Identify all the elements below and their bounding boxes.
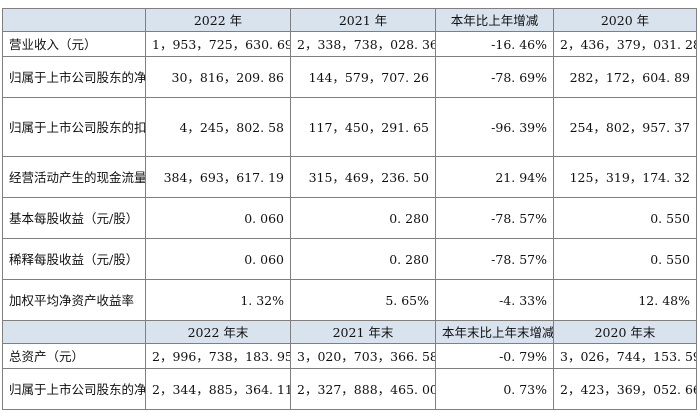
table-header-row: 2022 年 2021 年 本年比上年增减 2020 年: [2, 8, 697, 32]
header-yoy-change: 本年比上年增减: [435, 8, 554, 32]
table-row: 总资产（元） 2，996，738，183. 95 3，020，703，366. …: [2, 343, 697, 369]
value-2021: 315，469，236. 50: [290, 156, 436, 198]
row-label: 加权平均净资产收益率: [2, 279, 146, 321]
value-2020: 0. 550: [553, 238, 697, 280]
subheader-blank-cell: [2, 320, 146, 344]
value-change: -4. 33%: [435, 279, 554, 321]
value-2021: 0. 280: [290, 197, 436, 239]
value-2022: 1，953，725，630. 69: [145, 31, 291, 57]
header-blank-cell: [2, 8, 146, 32]
value-2020: 254，802，957. 37: [553, 97, 697, 157]
table-row: 归属于上市公司股东的净利润（元） 30，816，209. 86 144，579，…: [2, 56, 697, 98]
value-2022: 4，245，802. 58: [145, 97, 291, 157]
value-2022: 30，816，209. 86: [145, 56, 291, 98]
header-yearend-change: 本年末比上年末增减: [435, 320, 554, 344]
table-row: 归属于上市公司股东的扣除非经常性损益的净利润（元） 4，245，802. 58 …: [2, 97, 697, 157]
header-2021: 2021 年: [290, 8, 436, 32]
value-2020: 12. 48%: [553, 279, 697, 321]
row-label: 基本每股收益（元/股）: [2, 197, 146, 239]
header-2020: 2020 年: [553, 8, 697, 32]
value-2020-end: 3，026，744，153. 59: [553, 343, 697, 369]
value-2021: 0. 280: [290, 238, 436, 280]
table-row: 营业收入（元） 1，953，725，630. 69 2，338，738，028.…: [2, 31, 697, 57]
table-subheader-row: 2022 年末 2021 年末 本年末比上年末增减 2020 年末: [2, 320, 697, 344]
table-row: 加权平均净资产收益率 1. 32% 5. 65% -4. 33% 12. 48%: [2, 279, 697, 321]
table-row: 基本每股收益（元/股） 0. 060 0. 280 -78. 57% 0. 55…: [2, 197, 697, 239]
value-2021-end: 3，020，703，366. 58: [290, 343, 436, 369]
value-2021: 117，450，291. 65: [290, 97, 436, 157]
value-2022: 1. 32%: [145, 279, 291, 321]
value-2020: 282，172，604. 89: [553, 56, 697, 98]
table-row: 归属于上市公司股东的净资产（元） 2，344，885，364. 11 2，327…: [2, 368, 697, 410]
row-label: 经营活动产生的现金流量净额（元）: [2, 156, 146, 198]
header-2020-end: 2020 年末: [553, 320, 697, 344]
header-2021-end: 2021 年末: [290, 320, 436, 344]
row-label: 总资产（元）: [2, 343, 146, 369]
value-2020-end: 2，423，369，052. 66: [553, 368, 697, 410]
value-2022: 0. 060: [145, 238, 291, 280]
value-change: 21. 94%: [435, 156, 554, 198]
value-2022: 0. 060: [145, 197, 291, 239]
row-label: 稀释每股收益（元/股）: [2, 238, 146, 280]
value-2021: 5. 65%: [290, 279, 436, 321]
value-2022-end: 2，344，885，364. 11: [145, 368, 291, 410]
financial-summary-table: 2022 年 2021 年 本年比上年增减 2020 年 营业收入（元） 1，9…: [2, 8, 697, 410]
value-2021-end: 2，327，888，465. 00: [290, 368, 436, 410]
value-2022: 384，693，617. 19: [145, 156, 291, 198]
value-2020: 0. 550: [553, 197, 697, 239]
value-2022-end: 2，996，738，183. 95: [145, 343, 291, 369]
value-change: -78. 69%: [435, 56, 554, 98]
header-2022: 2022 年: [145, 8, 291, 32]
value-change: 0. 73%: [435, 368, 554, 410]
value-change: -16. 46%: [435, 31, 554, 57]
row-label: 归属于上市公司股东的净利润（元）: [2, 56, 146, 98]
table-row: 经营活动产生的现金流量净额（元） 384，693，617. 19 315，469…: [2, 156, 697, 198]
table-row: 稀释每股收益（元/股） 0. 060 0. 280 -78. 57% 0. 55…: [2, 238, 697, 280]
value-2021: 144，579，707. 26: [290, 56, 436, 98]
row-label: 营业收入（元）: [2, 31, 146, 57]
row-label: 归属于上市公司股东的扣除非经常性损益的净利润（元）: [2, 97, 146, 157]
value-change: -96. 39%: [435, 97, 554, 157]
value-2020: 2，436，379，031. 28: [553, 31, 697, 57]
value-change: -0. 79%: [435, 343, 554, 369]
value-2020: 125，319，174. 32: [553, 156, 697, 198]
row-label: 归属于上市公司股东的净资产（元）: [2, 368, 146, 410]
header-2022-end: 2022 年末: [145, 320, 291, 344]
value-2021: 2，338，738，028. 36: [290, 31, 436, 57]
value-change: -78. 57%: [435, 238, 554, 280]
value-change: -78. 57%: [435, 197, 554, 239]
